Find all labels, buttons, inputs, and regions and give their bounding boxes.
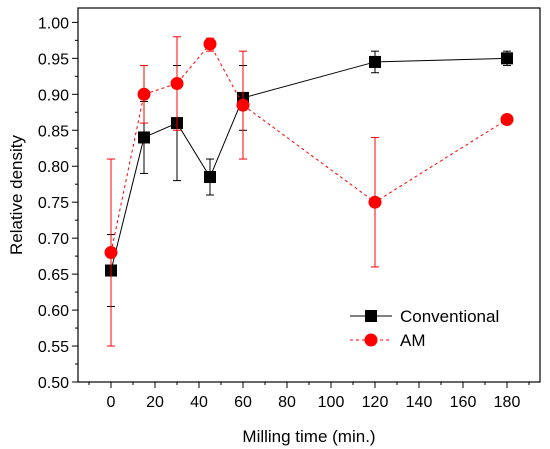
y-tick-label: 0.90 xyxy=(38,87,69,104)
y-tick-label: 0.95 xyxy=(38,51,69,68)
y-tick-label: 0.55 xyxy=(38,339,69,356)
conventional-point xyxy=(369,55,381,68)
x-tick-label: 20 xyxy=(146,394,164,411)
conventional-line xyxy=(110,57,508,271)
y-tick-label: 1.00 xyxy=(38,15,69,32)
legend-marker xyxy=(365,310,377,322)
legend: Conventional AM xyxy=(350,307,499,350)
y-tick-label: 0.85 xyxy=(38,123,69,140)
am-point xyxy=(170,77,184,91)
legend-item-conventional: Conventional xyxy=(350,307,499,326)
y-tick-label: 0.60 xyxy=(38,303,69,320)
y-axis-ticks: 0.50 0.55 0.60 0.65 0.70 0.75 0.80 0.85 0.90 0.95… xyxy=(38,15,78,392)
am-point xyxy=(500,112,514,126)
y-tick-label: 0.75 xyxy=(38,195,69,212)
legend-marker xyxy=(364,333,378,347)
x-tick-label: 0 xyxy=(107,394,116,411)
x-tick-label: 60 xyxy=(234,394,252,411)
am-point xyxy=(236,98,250,112)
x-axis-title: Milling time (min.) xyxy=(242,427,375,446)
conventional-point xyxy=(501,52,513,65)
y-axis-title: Relative density xyxy=(7,135,26,256)
x-axis-ticks: 0 20 40 60 80 100 120 140 160 180 xyxy=(88,382,530,411)
series-am xyxy=(104,36,514,347)
am-line xyxy=(110,43,508,253)
am-point xyxy=(368,195,382,209)
x-tick-label: 120 xyxy=(362,394,389,411)
am-point xyxy=(137,87,151,101)
y-tick-label: 0.80 xyxy=(38,159,69,176)
x-tick-label: 180 xyxy=(494,394,521,411)
y-tick-label: 0.65 xyxy=(38,267,69,284)
y-tick-label: 0.70 xyxy=(38,231,69,248)
x-tick-label: 140 xyxy=(406,394,433,411)
legend-item-am: AM xyxy=(350,331,426,350)
x-tick-label: 100 xyxy=(318,394,345,411)
series-layer xyxy=(104,36,514,347)
x-tick-label: 160 xyxy=(450,394,477,411)
legend-label: Conventional xyxy=(400,307,499,326)
am-point xyxy=(104,246,118,260)
series-conventional xyxy=(105,50,513,307)
x-tick-label: 40 xyxy=(190,394,208,411)
legend-label: AM xyxy=(400,331,426,350)
conventional-point xyxy=(204,171,216,184)
y-tick-label: 0.50 xyxy=(38,375,69,392)
x-tick-label: 80 xyxy=(278,394,296,411)
conventional-point xyxy=(138,131,150,144)
am-point xyxy=(203,37,217,51)
